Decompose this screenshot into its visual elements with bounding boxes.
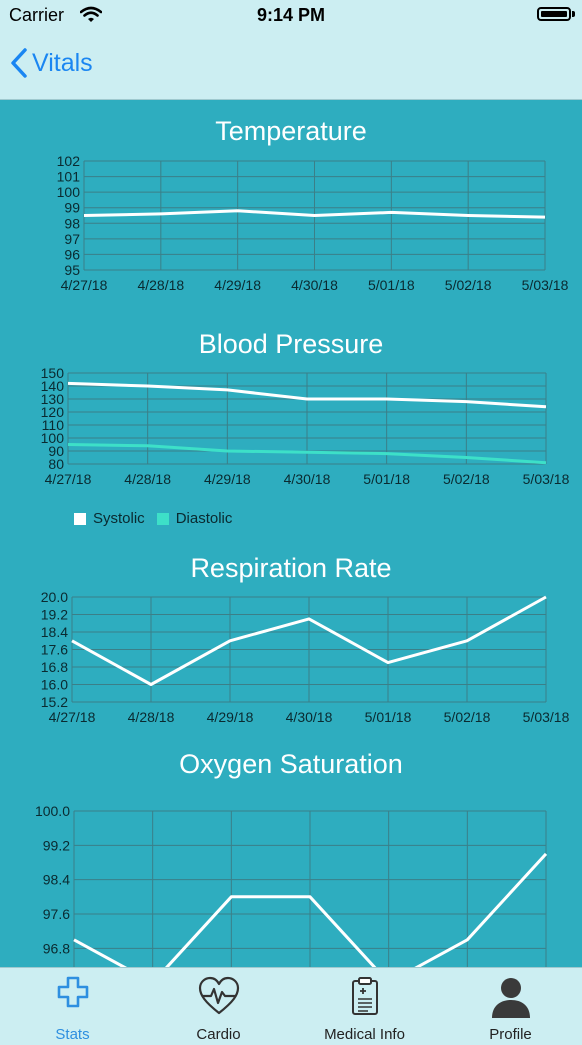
chevron-left-icon — [11, 48, 27, 78]
y-tick-label: 80 — [48, 456, 64, 472]
wifi-icon — [80, 6, 102, 22]
y-tick-label: 101 — [57, 169, 81, 185]
status-bar: Carrier 9:14 PM — [0, 0, 582, 30]
clipboard-icon — [351, 977, 378, 1015]
x-tick-label: 4/28/18 — [124, 471, 171, 487]
x-tick-label: 5/01/18 — [363, 471, 410, 487]
x-tick-label: 5/03/18 — [523, 471, 570, 487]
y-tick-label: 100 — [41, 430, 65, 446]
legend-label-systolic: Systolic — [93, 510, 145, 527]
y-tick-label: 99.2 — [43, 837, 70, 853]
tab-label-cardio: Cardio — [196, 1026, 241, 1043]
tab-medical-info[interactable]: Medical Info — [292, 968, 437, 1045]
chart-title-blood-pressure: Blood Pressure — [198, 329, 384, 359]
legend-swatch-systolic — [74, 512, 86, 525]
tab-stats[interactable]: Stats — [0, 968, 145, 1045]
x-tick-label: 4/27/18 — [49, 709, 96, 725]
x-tick-label: 5/02/18 — [443, 471, 490, 487]
y-tick-label: 100 — [57, 184, 81, 200]
tab-cardio[interactable]: Cardio — [146, 968, 291, 1045]
y-tick-label: 98.4 — [43, 872, 70, 888]
back-button[interactable]: Vitals — [10, 48, 93, 78]
navigation-bar: Vitals — [0, 30, 582, 100]
series-line-blood-pressure-1 — [67, 443, 547, 465]
x-tick-label: 4/27/18 — [45, 471, 92, 487]
oxygen-saturation-chart: 100.099.298.497.696.896.095.24/27/184/28… — [35, 803, 570, 1040]
series-line-blood-pressure-0 — [67, 381, 547, 409]
x-tick-label: 5/03/18 — [522, 277, 569, 293]
x-tick-label: 4/29/18 — [204, 471, 251, 487]
x-tick-label: 4/30/18 — [286, 709, 333, 725]
y-tick-label: 96 — [64, 246, 80, 262]
tab-label-medical-info: Medical Info — [324, 1026, 405, 1043]
x-tick-label: 4/30/18 — [291, 277, 338, 293]
x-tick-label: 5/03/18 — [523, 709, 570, 725]
series-line-respiration-rate-0 — [71, 595, 547, 686]
y-tick-label: 98 — [64, 215, 80, 231]
y-tick-label: 17.6 — [41, 642, 68, 658]
tab-label-profile: Profile — [489, 1026, 532, 1043]
legend-item-systolic: Systolic — [74, 510, 145, 527]
chart-title-respiration-rate: Respiration Rate — [190, 553, 392, 583]
back-label: Vitals — [32, 48, 93, 77]
heart-pulse-icon — [198, 976, 239, 1015]
y-tick-label: 90 — [48, 443, 64, 459]
y-tick-label: 18.4 — [41, 624, 68, 640]
tab-bar: Stats Cardio Medical Info Profile — [0, 967, 582, 1045]
clock-time: 9:14 PM — [256, 5, 326, 25]
series-line-temperature-0 — [83, 209, 546, 219]
legend-label-diastolic: Diastolic — [175, 510, 233, 527]
y-tick-label: 110 — [42, 417, 65, 433]
battery-icon — [537, 7, 571, 21]
y-tick-label: 102 — [57, 153, 81, 169]
legend-item-diastolic: Diastolic — [156, 510, 233, 527]
x-tick-label: 4/30/18 — [284, 471, 331, 487]
person-icon — [491, 978, 530, 1018]
y-tick-label: 99 — [64, 200, 80, 216]
respiration-rate-chart: 20.0 19.218.4 17.616.8 16.015.24/27/18 4/28/… — [41, 589, 570, 725]
y-tick-label: 140 — [41, 378, 65, 394]
charts-scroll-view[interactable]: Temperature 102 101 100 99 98 97 96 95 4/27/18 4/… — [0, 100, 582, 1040]
carrier-label: Carrier — [9, 5, 65, 25]
y-tick-label: 97.6 — [43, 906, 70, 922]
plus-cross-icon — [57, 976, 88, 1008]
x-tick-label: 4/29/18 — [214, 277, 261, 293]
x-tick-label: 5/02/18 — [445, 277, 492, 293]
y-tick-label: 96.8 — [43, 940, 70, 956]
y-tick-label: 16.8 — [41, 659, 68, 675]
y-tick-label: 97 — [64, 231, 80, 247]
chart-legend: Systolic Diastolic — [74, 510, 244, 527]
x-tick-label: 5/02/18 — [444, 709, 491, 725]
y-tick-label: 100.0 — [35, 803, 70, 819]
chart-title-temperature: Temperature — [215, 116, 367, 146]
x-tick-label: 5/01/18 — [368, 277, 415, 293]
x-tick-label: 4/28/18 — [137, 277, 184, 293]
y-tick-label: 95 — [64, 262, 80, 278]
y-tick-label: 16.0 — [41, 677, 68, 693]
x-tick-label: 4/28/18 — [128, 709, 175, 725]
tab-label-stats: Stats — [55, 1026, 90, 1043]
x-tick-label: 4/29/18 — [207, 709, 254, 725]
y-tick-label: 20.0 — [41, 589, 68, 605]
legend-swatch-diastolic — [156, 512, 169, 525]
chart-title-oxygen-saturation: Oxygen Saturation — [179, 749, 403, 779]
x-tick-label: 4/27/18 — [61, 277, 108, 293]
y-tick-label: 19.2 — [41, 607, 68, 623]
battery-tip — [572, 11, 575, 17]
y-tick-label: 150 — [41, 365, 65, 381]
x-tick-label: 5/01/18 — [365, 709, 412, 725]
y-tick-label: 120 — [41, 404, 65, 420]
y-tick-label: 130 — [41, 391, 65, 407]
tab-profile[interactable]: Profile — [438, 968, 582, 1045]
y-tick-label: 15.2 — [41, 694, 68, 710]
